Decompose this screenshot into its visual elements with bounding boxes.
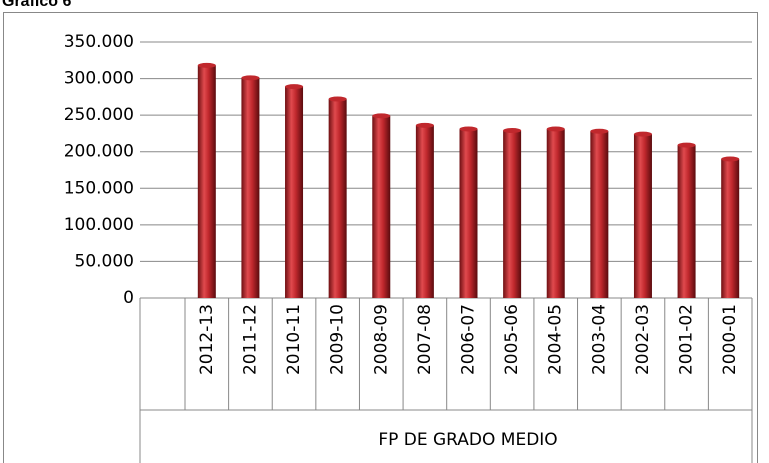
bar: [677, 145, 696, 298]
bar: [503, 130, 522, 298]
chart-title: Gráfico 6: [2, 0, 71, 10]
bar-cap: [546, 126, 565, 132]
bar-cap: [285, 84, 304, 90]
y-tick-label: 100.000: [64, 215, 134, 235]
bar: [459, 129, 478, 298]
bar-cap: [459, 126, 478, 132]
bar-cap: [721, 156, 740, 162]
bar-cap: [633, 131, 652, 137]
bar-cap: [503, 128, 522, 134]
bar: [328, 99, 347, 299]
x-tick-label: 2003-04: [589, 304, 609, 375]
chart-border: [3, 12, 758, 463]
x-tick-label: 2011-12: [240, 304, 260, 375]
y-tick-label: 0: [123, 288, 134, 308]
x-tick-label: 2012-13: [197, 304, 217, 375]
y-tick-label: 300.000: [64, 69, 134, 89]
bar-cap: [372, 113, 391, 119]
x-tick-label: 2001-02: [677, 304, 697, 375]
bar: [633, 134, 652, 298]
bar-cap: [241, 75, 260, 81]
group-label: FP DE GRADO MEDIO: [378, 430, 557, 450]
x-tick-label: 2002-03: [633, 304, 653, 375]
y-tick-label: 250.000: [64, 105, 134, 125]
bar: [721, 159, 740, 298]
bar: [285, 86, 304, 298]
x-tick-label: 2007-08: [415, 304, 435, 375]
bar: [372, 115, 391, 298]
bar: [415, 125, 434, 298]
y-tick-label: 50.000: [75, 251, 134, 271]
x-tick-label: 2006-07: [459, 304, 479, 375]
bar: [197, 65, 216, 298]
x-tick-label: 2009-10: [328, 304, 348, 375]
x-tick-label: 2010-11: [284, 304, 304, 375]
x-tick-label: 2005-06: [502, 304, 522, 375]
x-tick-label: 2000-01: [720, 304, 740, 375]
y-tick-label: 150.000: [64, 178, 134, 198]
bar-cap: [590, 128, 609, 134]
x-tick-label: 2004-05: [546, 304, 566, 375]
bar: [546, 129, 565, 298]
x-tick-label: 2008-09: [371, 304, 391, 375]
bar-cap: [197, 62, 216, 68]
y-tick-label: 350.000: [64, 32, 134, 52]
bar-cap: [415, 122, 434, 128]
bar-cap: [677, 142, 696, 148]
bar: [241, 77, 260, 298]
bar: [590, 131, 609, 298]
bar-cap: [328, 96, 347, 102]
y-tick-label: 200.000: [64, 142, 134, 162]
